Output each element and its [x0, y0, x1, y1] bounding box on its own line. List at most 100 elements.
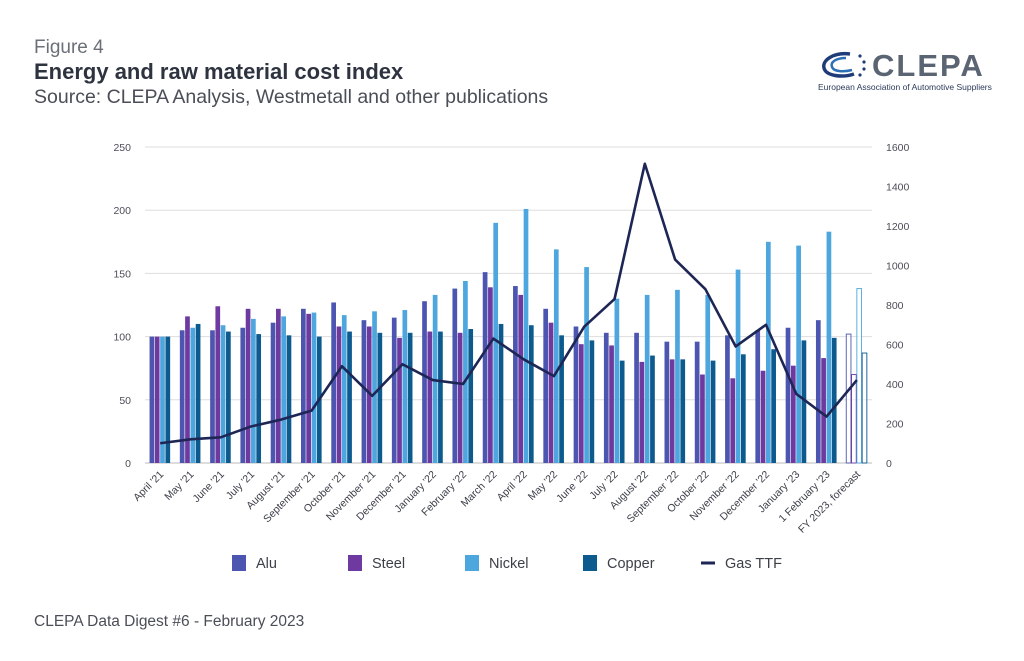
bar-nickel	[281, 316, 287, 463]
bar-copper	[438, 331, 443, 463]
legend-label: Alu	[256, 556, 277, 572]
legend-swatch-copper	[583, 555, 597, 571]
bar-nickel	[402, 310, 408, 463]
right-tick-label: 1200	[886, 221, 910, 233]
bar-steel	[669, 359, 675, 463]
bar-steel	[730, 378, 736, 463]
bar-copper	[619, 360, 625, 463]
bar-alu	[603, 332, 609, 463]
bar-nickel	[553, 249, 559, 463]
bar-alu	[785, 327, 791, 463]
bar-alu	[149, 336, 155, 463]
bar-steel	[639, 361, 645, 463]
bar-steel	[276, 308, 281, 463]
bar-nickel	[372, 311, 377, 463]
bar-alu	[815, 320, 821, 463]
left-axis-ticks: 0 50 100 150 200 250	[113, 142, 131, 470]
bar-steel	[336, 326, 342, 463]
right-tick-label: 400	[886, 379, 904, 391]
bar-nickel	[160, 336, 165, 463]
bar-alu	[543, 308, 549, 463]
bar-copper	[861, 352, 868, 464]
bar-copper	[740, 354, 746, 463]
chart-title: Energy and raw material cost index	[34, 59, 404, 84]
bar-steel	[397, 337, 402, 463]
right-tick-label: 800	[886, 300, 904, 312]
bar-steel	[457, 332, 463, 463]
bar-steel	[700, 374, 705, 463]
bar-steel	[245, 308, 251, 463]
bar-copper	[468, 329, 474, 463]
bar-nickel	[190, 327, 196, 463]
bars	[149, 208, 868, 464]
right-tick-label: 600	[886, 340, 904, 352]
legend-swatch-steel	[348, 555, 362, 571]
footer-text: CLEPA Data Digest #6 - February 2023	[34, 613, 305, 630]
bar-steel	[548, 322, 554, 463]
bar-alu	[845, 333, 852, 464]
left-tick-label: 0	[125, 458, 131, 470]
bar-copper	[771, 349, 776, 463]
bar-alu	[755, 330, 761, 463]
right-tick-label: 200	[886, 419, 904, 431]
bar-nickel	[251, 318, 256, 463]
bar-copper	[377, 332, 383, 463]
left-tick-label: 50	[119, 395, 131, 407]
bar-copper	[801, 340, 807, 463]
bar-steel	[185, 316, 190, 463]
category-label: June '22	[554, 469, 590, 505]
bar-copper	[286, 335, 292, 463]
bar-copper	[256, 334, 262, 463]
bar-steel	[215, 306, 221, 463]
bar-alu	[513, 286, 518, 463]
bar-alu	[301, 308, 306, 463]
clepa-logo: CLEPA European Association of Automotive…	[818, 46, 993, 96]
bar-alu	[179, 330, 185, 463]
bar-nickel	[584, 267, 589, 463]
chart-source: Source: CLEPA Analysis, Westmetall and o…	[34, 86, 549, 108]
bar-alu	[664, 341, 670, 463]
bar-nickel	[705, 294, 711, 463]
right-tick-label: 1000	[886, 261, 910, 273]
bar-copper	[407, 332, 413, 463]
bar-alu	[270, 322, 276, 463]
bar-copper	[226, 331, 231, 463]
right-tick-label: 1600	[886, 142, 910, 154]
bar-nickel	[341, 315, 347, 463]
bar-nickel	[644, 294, 650, 463]
legend-label: Copper	[607, 556, 655, 572]
category-label: June '21	[191, 469, 227, 505]
bar-alu	[452, 288, 458, 463]
bar-nickel	[311, 312, 317, 463]
bar-nickel	[614, 298, 620, 463]
legend-label: Steel	[372, 556, 405, 572]
legend-swatch-nickel	[465, 555, 479, 571]
bar-alu	[725, 335, 730, 463]
gas-ttf-line	[159, 162, 858, 445]
bar-copper	[831, 337, 837, 463]
legend-label: Gas TTF	[725, 556, 782, 572]
bar-nickel	[220, 325, 226, 463]
bar-alu	[422, 301, 427, 463]
right-tick-label: 0	[886, 458, 892, 470]
bar-copper	[559, 335, 564, 463]
left-tick-label: 150	[113, 268, 131, 280]
left-tick-label: 250	[113, 142, 131, 154]
bar-alu	[634, 332, 639, 463]
bar-copper	[347, 331, 352, 463]
bar-steel	[154, 336, 160, 463]
bar-alu	[573, 326, 579, 463]
left-tick-label: 200	[113, 205, 131, 217]
bar-copper	[195, 323, 201, 463]
bar-copper	[165, 336, 171, 463]
bar-alu	[361, 320, 367, 463]
bar-nickel	[523, 208, 529, 463]
bar-nickel	[735, 269, 741, 463]
bar-steel	[790, 365, 796, 463]
right-axis-ticks: 0 200 400 600 800 1000 1200 1400 1600	[886, 142, 910, 470]
bar-nickel	[856, 288, 863, 464]
figure-label: Figure 4	[34, 37, 104, 58]
legend: Alu Steel Nickel Copper Gas TTF	[232, 555, 782, 572]
left-tick-label: 100	[113, 332, 131, 344]
